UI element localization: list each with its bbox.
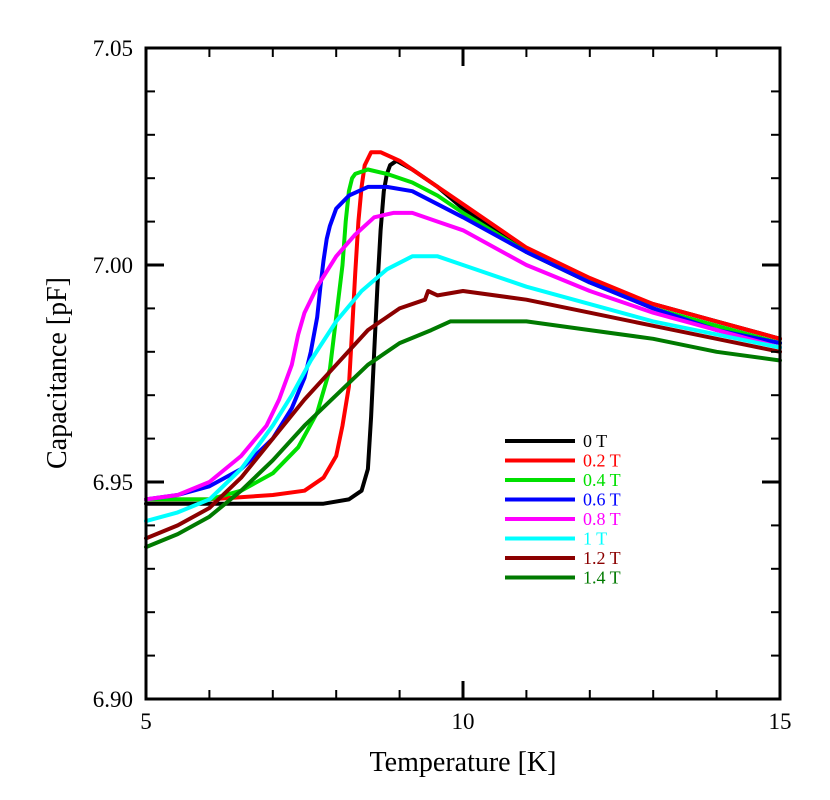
legend-label-5: 1 T (583, 529, 607, 549)
major-ticks (144, 46, 782, 701)
x-tick-label: 15 (769, 709, 792, 734)
legend: 0 T0.2 T0.4 T0.6 T0.8 T1 T1.2 T1.4 T (505, 431, 621, 588)
series-curves (144, 150, 782, 550)
y-tick-label: 7.05 (93, 36, 133, 61)
legend-label-6: 1.2 T (583, 548, 621, 568)
y-tick-labels: 6.90 6.95 7.00 7.05 (93, 36, 133, 712)
y-axis-title: Capacitance [pF] (42, 277, 73, 469)
legend-label-3: 0.6 T (583, 490, 621, 510)
legend-label-2: 0.4 T (583, 470, 621, 490)
x-tick-label: 10 (452, 709, 475, 734)
series-line-1 (144, 150, 782, 502)
legend-label-1: 0.2 T (583, 451, 621, 471)
plot-frame (144, 46, 782, 701)
legend-label-4: 0.8 T (583, 509, 621, 529)
x-tick-label: 5 (140, 709, 152, 734)
y-tick-label: 6.90 (93, 687, 133, 712)
series-line-3 (144, 184, 782, 502)
minor-ticks (146, 48, 780, 699)
x-axis-title: Temperature [K] (370, 747, 557, 778)
series-line-5 (144, 254, 782, 524)
series-line-4 (144, 210, 782, 502)
series-line-7 (144, 319, 782, 550)
y-tick-label: 6.95 (93, 470, 133, 495)
series-line-6 (144, 289, 782, 541)
legend-label-7: 1.4 T (583, 568, 621, 588)
legend-label-0: 0 T (583, 431, 607, 451)
x-tick-labels: 5 10 15 (140, 709, 791, 734)
y-tick-label: 7.00 (93, 253, 133, 278)
